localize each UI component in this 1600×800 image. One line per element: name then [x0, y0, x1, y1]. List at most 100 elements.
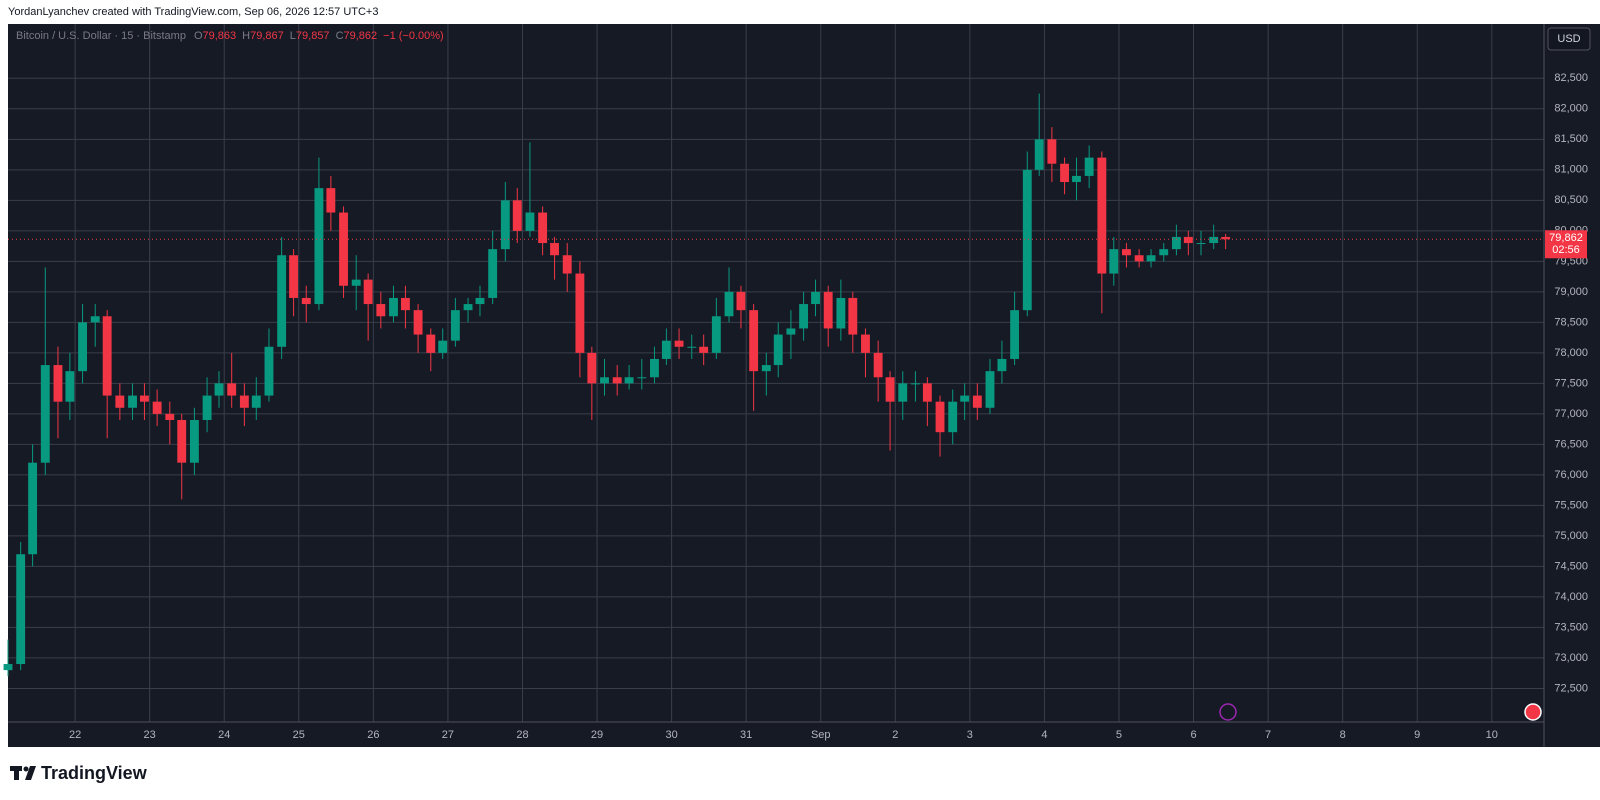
x-tick-label: 28 [516, 729, 528, 741]
candle-body [773, 334, 783, 366]
candle-body [1097, 157, 1107, 274]
candle-body [637, 377, 647, 379]
ohlc-value: 79,862 [344, 30, 378, 42]
candle-body [736, 291, 746, 311]
change: −1 (−0.00%) [383, 30, 444, 42]
candle-body [1159, 249, 1169, 256]
candle-body [277, 255, 287, 347]
candle-body [1047, 139, 1057, 164]
candle-body [189, 419, 199, 463]
candle-body [650, 358, 659, 378]
y-tick-label: 73,000 [1554, 652, 1588, 664]
last-price-box [1545, 230, 1587, 259]
candle-body [463, 304, 473, 311]
candle-body [972, 395, 982, 408]
candle-body [823, 291, 833, 329]
candle-body [1034, 139, 1044, 170]
candle-body [351, 279, 361, 286]
candle-body [550, 243, 559, 256]
candle-body [53, 365, 63, 402]
ohlc-value: 79,863 [203, 30, 237, 42]
y-tick-label: 76,000 [1554, 469, 1588, 481]
candle-body [1134, 255, 1144, 262]
candle-body [165, 413, 175, 420]
x-tick-label: 10 [1486, 729, 1498, 741]
x-tick-label: Sep [811, 729, 831, 741]
candle-body [301, 297, 311, 305]
candle-body [575, 273, 585, 353]
candle-body [848, 297, 858, 335]
candle-body [922, 383, 932, 402]
candle-body [1209, 236, 1219, 244]
candle-body [836, 297, 846, 329]
y-tick-label: 75,500 [1554, 499, 1588, 511]
logo: TradingView [10, 763, 148, 783]
header: YordanLyanchev created with TradingView.… [8, 6, 378, 18]
candle-body [1084, 157, 1094, 176]
candle-body [426, 334, 436, 353]
candle-body [90, 316, 100, 323]
candle-body [239, 395, 249, 408]
candle-body [786, 328, 796, 335]
candle-body [400, 297, 410, 311]
x-tick-label: 3 [967, 729, 973, 741]
logo-mark [23, 766, 29, 772]
ohlc-key: C [336, 30, 344, 42]
logo-text: TradingView [41, 763, 148, 783]
candle-body [500, 200, 510, 250]
countdown: 02:56 [1552, 244, 1580, 256]
candle-body [997, 358, 1007, 372]
last-price-label: 79,862 [1549, 232, 1583, 244]
candle-body [512, 200, 522, 231]
currency-button[interactable] [1547, 27, 1591, 51]
candle-body [78, 322, 87, 372]
candle-body [389, 297, 398, 317]
candle-body [873, 352, 883, 378]
ohlc-key: L [290, 30, 296, 42]
candle-body [376, 304, 386, 317]
candle-body [314, 188, 324, 305]
candle-body [562, 255, 572, 274]
candle-body [1183, 236, 1193, 244]
candle-body [699, 346, 709, 353]
candle-body [438, 340, 448, 353]
currency-label: USD [1557, 33, 1580, 45]
candle-body [326, 188, 336, 213]
candle-body [1072, 175, 1081, 183]
y-tick-label: 79,000 [1554, 286, 1588, 298]
candle-body [450, 310, 460, 341]
x-tick-label: 25 [293, 729, 305, 741]
y-tick-label: 77,500 [1554, 377, 1588, 389]
event-icon[interactable] [1219, 703, 1237, 721]
candle-body [861, 334, 870, 353]
candle-body [65, 371, 75, 402]
ohlc-value: 79,857 [296, 30, 330, 42]
y-tick-label: 72,500 [1554, 682, 1588, 694]
x-tick-label: 4 [1041, 729, 1047, 741]
candle-body [687, 346, 697, 348]
logo-mark [25, 766, 36, 780]
x-tick-label: 27 [442, 729, 454, 741]
candle-body [1109, 249, 1119, 274]
x-tick-label: 5 [1116, 729, 1122, 741]
candle-body [761, 365, 771, 372]
candle-body [612, 377, 622, 384]
candle-body [898, 383, 908, 402]
x-tick-label: 8 [1340, 729, 1346, 741]
candle-body [339, 212, 348, 286]
candle-body [1221, 236, 1231, 240]
candle-body [661, 340, 671, 359]
x-tick-label: 9 [1414, 729, 1420, 741]
candle-body [177, 419, 187, 463]
y-tick-label: 81,000 [1554, 164, 1588, 176]
candle-body [3, 664, 13, 671]
candle-body [1022, 169, 1032, 311]
y-tick-label: 75,000 [1554, 530, 1588, 542]
y-tick-label: 77,000 [1554, 408, 1588, 420]
candle-body [674, 340, 684, 347]
candle-body [488, 249, 498, 298]
candle-body [140, 395, 149, 402]
candle-body [724, 291, 734, 317]
y-tick-label: 74,000 [1554, 591, 1588, 603]
flag-icon[interactable] [1524, 703, 1542, 721]
